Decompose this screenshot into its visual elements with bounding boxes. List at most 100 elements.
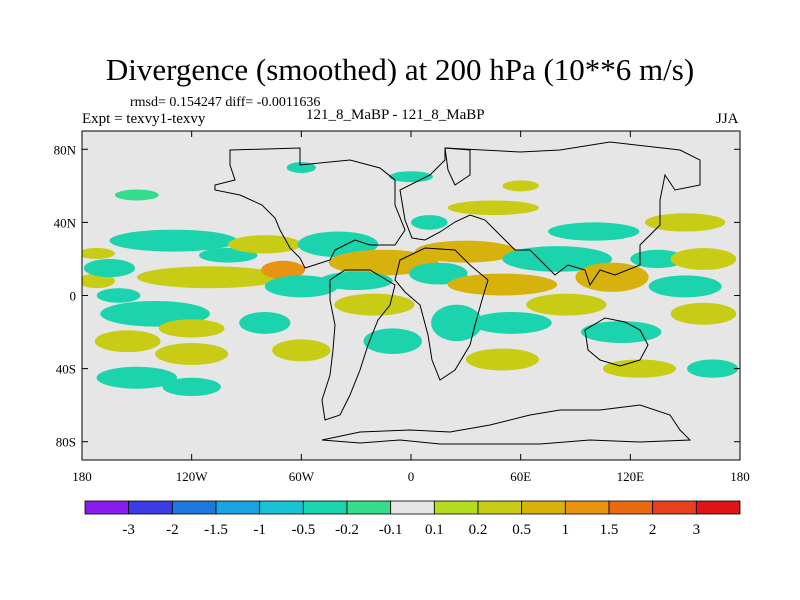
colorbar-label: -2 — [166, 522, 179, 538]
x-tick-label: 120E — [617, 469, 645, 484]
coastlines — [214, 141, 701, 445]
colorbar-swatch — [346, 500, 392, 515]
field-blob — [82, 247, 115, 259]
colorbar-swatch — [171, 500, 217, 515]
field-blob — [502, 246, 613, 272]
field-blob — [228, 235, 302, 254]
colorbar-swatch — [695, 500, 741, 515]
coastline-greenland — [444, 147, 471, 186]
field-blob — [162, 377, 221, 397]
field-blob — [96, 288, 141, 303]
field-blob — [447, 273, 558, 296]
field-blob — [602, 359, 677, 378]
x-tick-label: 180 — [72, 469, 92, 484]
y-tick-label: 40N — [54, 215, 77, 230]
coastline-australia — [584, 317, 649, 367]
colorbar-swatch — [521, 500, 566, 515]
colorbar-label: -0.2 — [335, 522, 359, 538]
season-label: JJA — [716, 111, 739, 127]
stats-label: rmsd= 0.154247 diff= -0.0011636 — [130, 95, 321, 110]
colorbar: -3 -2 -1.5 -1 -0.5 -0.2 -0.1 0.1 0.2 0.5 1 1.5 2 3 — [84, 500, 741, 538]
colorbar-swatch — [433, 500, 479, 515]
y-tick-label: 40S — [56, 362, 76, 377]
colorbar-swatch — [477, 500, 523, 515]
field-blob — [502, 180, 539, 192]
colorbar-label: -1.5 — [204, 522, 228, 538]
colorbar-swatch — [84, 500, 130, 515]
colorbar-swatch — [302, 500, 348, 515]
colorbar-swatch — [259, 500, 304, 515]
coastline-south-america — [321, 269, 396, 421]
field-blob — [670, 302, 737, 325]
field-blob — [630, 249, 686, 269]
field-blob — [83, 258, 136, 278]
divergence-field — [82, 162, 739, 397]
colorbar-label: -0.1 — [379, 522, 403, 538]
coastline-eurasia — [399, 141, 701, 287]
y-tick-label: 0 — [70, 289, 77, 304]
field-blob — [363, 328, 422, 354]
field-blob — [239, 311, 291, 334]
coastline-antarctica — [321, 404, 692, 445]
field-blob — [136, 266, 284, 289]
colorbar-swatch — [608, 500, 654, 515]
colorbar-swatch — [390, 500, 435, 515]
field-blob — [686, 359, 739, 378]
field-blob — [411, 215, 448, 230]
x-tick-label: 60E — [510, 469, 531, 484]
colorbar-swatch — [564, 500, 610, 515]
field-blob — [96, 366, 178, 389]
experiment-label: Expt = texvy1-texvy — [82, 111, 206, 127]
coastline-africa — [394, 247, 489, 381]
x-tick-label: 60W — [289, 469, 315, 484]
colorbar-label: -3 — [122, 522, 135, 538]
field-blob — [158, 319, 225, 338]
field-blob — [465, 348, 539, 371]
field-blob — [286, 162, 316, 174]
field-blob — [94, 330, 161, 353]
colorbar-label: 3 — [693, 522, 701, 538]
x-tick-label: 120W — [176, 469, 209, 484]
field-blob — [526, 293, 607, 316]
field-blob — [272, 339, 331, 362]
colorbar-swatch — [128, 500, 173, 515]
y-tick-label: 80N — [54, 142, 77, 157]
colorbar-label: 2 — [649, 522, 657, 538]
field-blob — [648, 275, 722, 298]
field-blob — [334, 293, 415, 316]
colorbar-label: 0.1 — [425, 522, 444, 538]
field-blob — [580, 321, 662, 344]
colorbar-swatch — [215, 500, 261, 515]
axes: 180 120W 60W 0 60E 120E 180 80N 40N 0 40S 80S — [54, 131, 750, 484]
field-blob — [297, 231, 379, 258]
field-blob — [319, 271, 393, 291]
field-blob — [447, 200, 539, 216]
field-blob — [155, 343, 229, 365]
field-blob — [261, 260, 305, 280]
colorbar-label: 1.5 — [600, 522, 619, 538]
colorbar-label: -0.5 — [291, 522, 315, 538]
chart-title: Divergence (smoothed) at 200 hPa (10**6 … — [105, 52, 695, 87]
field-blob — [409, 262, 468, 285]
field-blob — [575, 262, 649, 292]
colorbar-label: 0.5 — [512, 522, 531, 538]
colorbar-label: -1 — [253, 522, 266, 538]
x-tick-label: 0 — [408, 469, 415, 484]
coastline-north-america — [214, 147, 406, 269]
y-tick-label: 80S — [56, 435, 76, 450]
field-blob — [548, 222, 640, 241]
map-background — [82, 131, 740, 460]
colorbar-label: 1 — [562, 522, 570, 538]
field-blob — [414, 240, 518, 263]
field-blob — [670, 247, 737, 270]
field-blob — [82, 273, 115, 289]
field-blob — [109, 229, 238, 252]
colorbar-label: 0.2 — [469, 522, 488, 538]
colorbar-swatch — [652, 500, 697, 515]
field-blob — [431, 304, 483, 342]
field-blob — [114, 189, 159, 201]
field-blob — [328, 249, 439, 276]
field-blob — [644, 213, 726, 232]
field-blob — [471, 311, 552, 334]
